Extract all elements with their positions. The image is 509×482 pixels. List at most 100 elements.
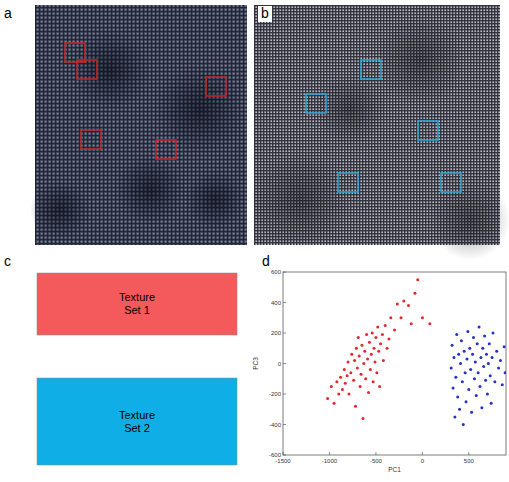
point — [358, 354, 361, 357]
point — [350, 353, 353, 356]
texture-shade — [30, 180, 90, 240]
point — [455, 333, 458, 336]
x-tick — [375, 452, 376, 455]
point — [461, 380, 464, 383]
point — [471, 353, 474, 356]
point — [389, 316, 392, 319]
point — [359, 385, 362, 388]
points — [326, 278, 506, 426]
y-tick-label: -200 — [269, 391, 282, 397]
point — [501, 383, 504, 386]
texture-set-box — [37, 273, 237, 335]
sample-box — [338, 173, 358, 192]
point — [503, 345, 506, 348]
point — [400, 316, 403, 319]
point — [344, 382, 347, 385]
point — [490, 402, 493, 405]
point — [462, 423, 465, 426]
point — [357, 336, 360, 339]
texture-shade — [70, 30, 150, 110]
texture-shade — [185, 170, 245, 230]
point — [486, 393, 489, 396]
point — [484, 379, 487, 382]
point — [373, 360, 376, 363]
point — [456, 396, 459, 399]
texture-set-label: TextureSet 1 — [119, 291, 155, 316]
point — [428, 322, 431, 325]
point — [476, 342, 479, 345]
y-tick — [283, 394, 286, 395]
point — [396, 303, 399, 306]
sample-box — [81, 130, 101, 149]
point — [378, 385, 381, 388]
point — [469, 368, 472, 371]
point — [499, 359, 502, 362]
plot-frame — [283, 272, 506, 455]
x-tick-label: 0 — [421, 458, 425, 464]
point — [452, 356, 455, 359]
point — [472, 336, 475, 339]
point — [416, 278, 419, 281]
point — [480, 406, 483, 409]
sample-box — [77, 60, 97, 79]
point — [354, 405, 357, 408]
texture-shade — [250, 150, 350, 250]
point — [365, 333, 368, 336]
point — [370, 353, 373, 356]
x-tick — [283, 452, 284, 455]
point — [347, 360, 350, 363]
sample-box — [418, 121, 438, 140]
point — [407, 304, 410, 307]
y-tick-label: 0 — [278, 361, 282, 367]
point — [371, 332, 374, 335]
point — [356, 367, 359, 370]
point — [465, 357, 468, 360]
point — [330, 385, 333, 388]
point — [478, 385, 481, 388]
point — [479, 356, 482, 359]
point — [402, 299, 405, 302]
x-tick — [329, 452, 330, 455]
sample-box — [206, 77, 226, 96]
point — [367, 391, 370, 394]
point — [489, 374, 492, 377]
y-tick — [283, 272, 286, 273]
panel-label: d — [262, 253, 270, 269]
point — [459, 362, 462, 365]
label-line: Set 1 — [124, 304, 150, 316]
point — [457, 353, 460, 356]
point — [349, 371, 352, 374]
point — [460, 339, 463, 342]
panel-label: c — [4, 253, 11, 269]
y-tick-label: 400 — [271, 300, 282, 306]
y-axis-title: PC3 — [252, 357, 259, 370]
point — [468, 347, 471, 350]
y-tick — [283, 424, 286, 425]
x-axis-title: PC1 — [388, 466, 401, 473]
point — [346, 374, 349, 377]
point — [491, 332, 494, 335]
point — [493, 380, 496, 383]
point — [386, 347, 389, 350]
point — [450, 367, 453, 370]
point — [387, 338, 390, 341]
point — [474, 360, 477, 363]
point — [339, 376, 342, 379]
label-line: Texture — [119, 291, 155, 303]
panel-label: b — [261, 5, 269, 21]
point — [470, 411, 473, 414]
point — [377, 350, 380, 353]
point — [485, 353, 488, 356]
point — [347, 393, 350, 396]
point — [464, 371, 467, 374]
texture-shade — [115, 155, 185, 225]
y-tick — [283, 363, 286, 364]
point — [483, 335, 486, 338]
point — [363, 350, 366, 353]
point — [473, 377, 476, 380]
label-line: Texture — [119, 409, 155, 421]
point — [373, 347, 376, 350]
sample-box — [156, 140, 176, 159]
texture-shade — [375, 15, 465, 105]
point — [467, 388, 470, 391]
